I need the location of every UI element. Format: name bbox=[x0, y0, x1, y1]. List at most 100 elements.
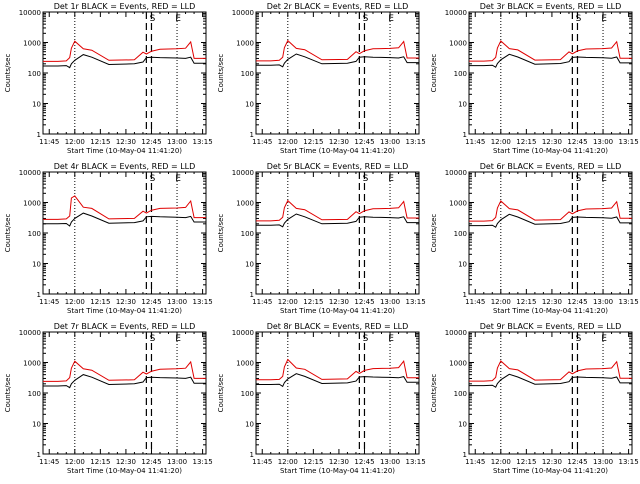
y-tick-label: 1 bbox=[37, 291, 41, 299]
marker-S: S bbox=[363, 14, 369, 24]
x-tick-label: 12:15 bbox=[303, 138, 323, 146]
x-tick-label: 12:30 bbox=[542, 138, 562, 146]
series-lld-line bbox=[469, 360, 632, 382]
panel-title: Det 8r BLACK = Events, RED = LLD bbox=[267, 322, 409, 331]
x-axis-label: Start Time (10-May-04 11:41:20) bbox=[493, 467, 608, 475]
y-tick-label: 1 bbox=[37, 451, 41, 459]
x-tick-label: 12:45 bbox=[567, 298, 587, 306]
plot-frame bbox=[468, 11, 633, 135]
x-axis-label: Start Time (10-May-04 11:41:20) bbox=[67, 307, 182, 315]
x-tick-label: 11:45 bbox=[252, 458, 272, 466]
x-tick-label: 13:00 bbox=[593, 138, 613, 146]
x-tick-label: 13:15 bbox=[618, 458, 638, 466]
y-tick-label: 1000 bbox=[23, 360, 41, 368]
y-tick-label: 10000 bbox=[19, 9, 41, 17]
x-axis-label: Start Time (10-May-04 11:41:20) bbox=[67, 147, 182, 155]
panel-det-8: Det 8r BLACK = Events, RED = LLD 1 10 100 10… bbox=[217, 322, 426, 475]
panel-title: Det 6r BLACK = Events, RED = LLD bbox=[480, 162, 622, 171]
y-tick-label: 10000 bbox=[232, 169, 254, 177]
series-lld-line bbox=[256, 39, 419, 62]
x-tick-label: 12:30 bbox=[116, 298, 136, 306]
series-events-line bbox=[256, 53, 419, 68]
marker-S: S bbox=[576, 174, 582, 184]
x-tick-label: 12:15 bbox=[516, 138, 536, 146]
y-tick-label: 10 bbox=[245, 261, 254, 269]
series-events-line bbox=[256, 373, 419, 388]
y-tick-label: 1 bbox=[463, 451, 467, 459]
y-tick-label: 1000 bbox=[449, 40, 467, 48]
x-tick-label: 12:00 bbox=[278, 458, 298, 466]
panel-title: Det 4r BLACK = Events, RED = LLD bbox=[54, 162, 196, 171]
y-tick-label: 10000 bbox=[232, 9, 254, 17]
marker-E: E bbox=[388, 174, 394, 184]
panel-title: Det 1r BLACK = Events, RED = LLD bbox=[54, 2, 196, 11]
y-tick-label: 100 bbox=[241, 390, 254, 398]
marker-S: S bbox=[363, 174, 369, 184]
x-tick-label: 12:15 bbox=[90, 138, 110, 146]
marker-E: E bbox=[175, 14, 181, 24]
panel-det-9: Det 9r BLACK = Events, RED = LLD 1 10 100 10… bbox=[430, 322, 639, 475]
x-tick-label: 12:00 bbox=[491, 458, 511, 466]
marker-E: E bbox=[601, 174, 607, 184]
y-tick-label: 10 bbox=[32, 421, 41, 429]
x-tick-label: 11:45 bbox=[39, 298, 59, 306]
x-axis-label: Start Time (10-May-04 11:41:20) bbox=[493, 147, 608, 155]
marker-S: S bbox=[363, 334, 369, 344]
panel-det-4: Det 4r BLACK = Events, RED = LLD 1 10 100 10… bbox=[4, 162, 213, 315]
y-tick-label: 1000 bbox=[23, 200, 41, 208]
series-lld-line bbox=[43, 360, 206, 382]
y-tick-label: 100 bbox=[28, 390, 41, 398]
y-tick-label: 10000 bbox=[445, 9, 467, 17]
plot-frame bbox=[42, 331, 207, 455]
panel-det-3: Det 3r BLACK = Events, RED = LLD 1 10 100 10… bbox=[430, 2, 639, 155]
x-tick-label: 13:00 bbox=[167, 138, 187, 146]
x-tick-label: 13:15 bbox=[405, 298, 425, 306]
series-lld-line bbox=[256, 199, 419, 222]
y-tick-label: 10 bbox=[458, 101, 467, 109]
y-tick-label: 1000 bbox=[449, 200, 467, 208]
panel-det-6: Det 6r BLACK = Events, RED = LLD 1 10 100 10… bbox=[430, 162, 639, 315]
x-tick-label: 12:45 bbox=[567, 458, 587, 466]
plot-frame bbox=[468, 171, 633, 295]
y-tick-label: 100 bbox=[454, 230, 467, 238]
x-tick-label: 11:45 bbox=[465, 298, 485, 306]
x-tick-label: 12:45 bbox=[354, 298, 374, 306]
series-lld-line bbox=[469, 40, 632, 62]
marker-S: S bbox=[576, 334, 582, 344]
x-tick-label: 12:45 bbox=[141, 138, 161, 146]
x-tick-label: 12:15 bbox=[303, 298, 323, 306]
x-tick-label: 13:00 bbox=[593, 298, 613, 306]
y-axis-label: Counts/sec bbox=[4, 214, 12, 253]
x-tick-label: 13:15 bbox=[192, 138, 212, 146]
x-tick-label: 13:15 bbox=[192, 458, 212, 466]
x-tick-label: 12:00 bbox=[278, 138, 298, 146]
y-tick-label: 10 bbox=[458, 421, 467, 429]
x-tick-label: 13:15 bbox=[618, 298, 638, 306]
series-events-line bbox=[469, 213, 632, 228]
x-tick-label: 12:30 bbox=[329, 138, 349, 146]
y-tick-label: 1 bbox=[250, 131, 254, 139]
x-tick-label: 12:15 bbox=[303, 458, 323, 466]
x-tick-label: 12:15 bbox=[90, 458, 110, 466]
x-tick-label: 12:00 bbox=[278, 298, 298, 306]
x-tick-label: 12:45 bbox=[567, 138, 587, 146]
x-axis-label: Start Time (10-May-04 11:41:20) bbox=[280, 467, 395, 475]
x-tick-label: 13:00 bbox=[380, 298, 400, 306]
x-tick-label: 13:00 bbox=[167, 458, 187, 466]
x-tick-label: 12:30 bbox=[542, 458, 562, 466]
y-tick-label: 10000 bbox=[232, 329, 254, 337]
x-tick-label: 12:45 bbox=[141, 458, 161, 466]
series-events-line bbox=[256, 213, 419, 228]
y-tick-label: 1000 bbox=[236, 360, 254, 368]
x-tick-label: 12:30 bbox=[329, 458, 349, 466]
y-tick-label: 10 bbox=[245, 421, 254, 429]
y-tick-label: 10 bbox=[32, 101, 41, 109]
x-tick-label: 12:15 bbox=[516, 298, 536, 306]
y-tick-label: 1000 bbox=[23, 40, 41, 48]
x-tick-label: 13:00 bbox=[380, 458, 400, 466]
marker-E: E bbox=[388, 334, 394, 344]
plot-frame bbox=[468, 331, 633, 455]
x-tick-label: 13:00 bbox=[167, 298, 187, 306]
series-events-line bbox=[43, 54, 206, 69]
